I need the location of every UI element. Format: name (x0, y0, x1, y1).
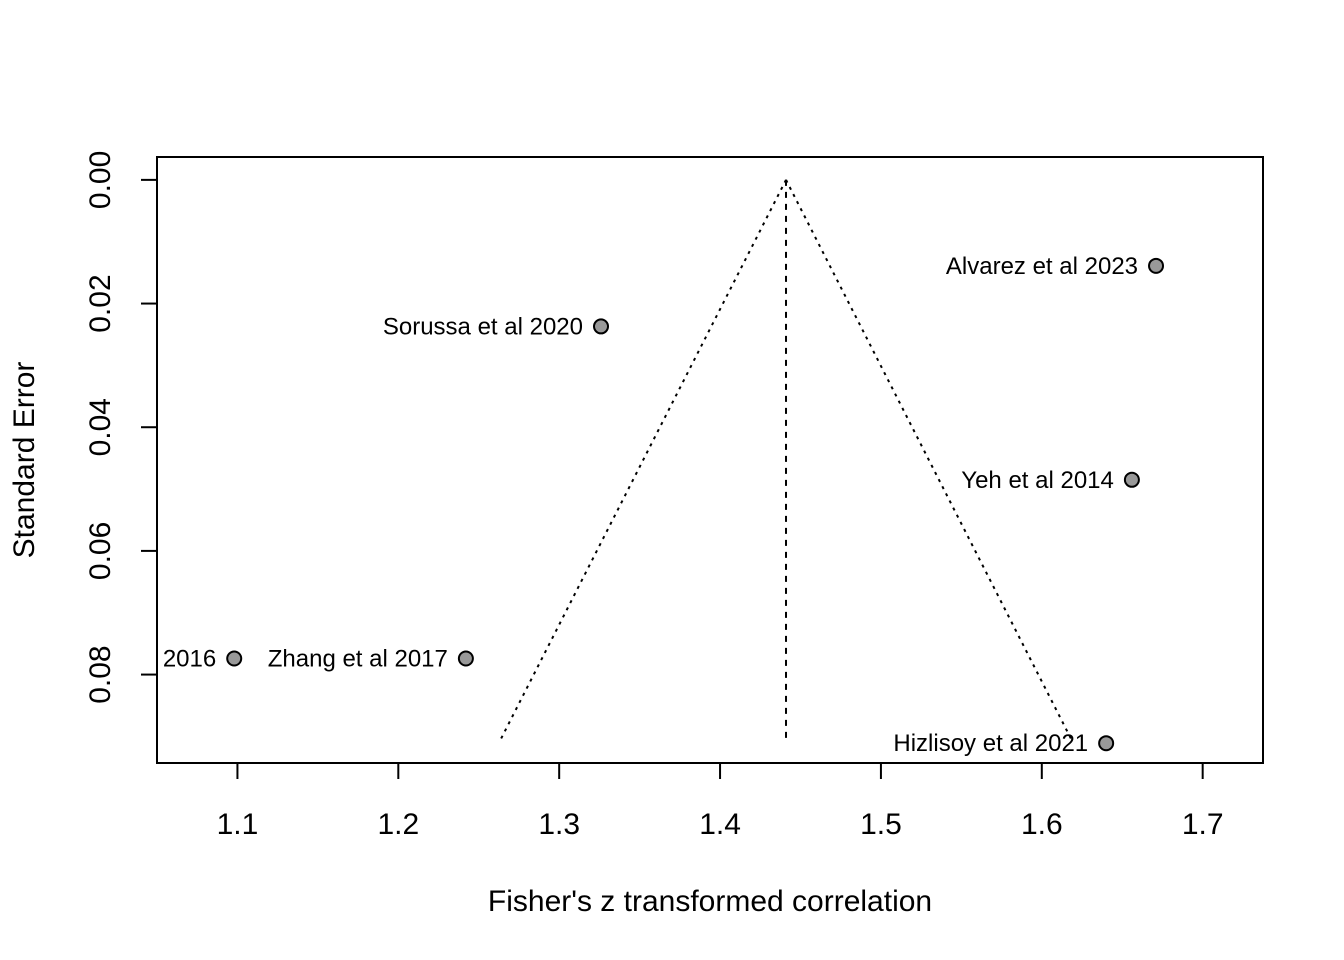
x-tick-label: 1.2 (377, 808, 419, 841)
y-tick-label: 0.06 (84, 522, 117, 580)
y-tick-label: 0.02 (84, 274, 117, 332)
data-point (1148, 257, 1165, 274)
x-tick-label: 1.5 (860, 808, 902, 841)
y-tick-label: 0.04 (84, 398, 117, 456)
point-label: Zhang et al 2017 (268, 645, 448, 672)
funnel-boundary-line-1 (499, 179, 787, 740)
point-label: Sorussa et al 2020 (383, 313, 583, 340)
y-tick-label: 0.00 (84, 151, 117, 209)
x-tick-label: 1.7 (1182, 808, 1224, 841)
data-point (1123, 471, 1140, 488)
point-label: Yeh et al 2014 (961, 467, 1114, 494)
x-tick-label: 1.6 (1021, 808, 1063, 841)
data-point (226, 650, 243, 667)
funnel-lines (499, 179, 1073, 740)
point-label: 2016 (163, 645, 216, 672)
data-point (593, 318, 610, 335)
point-label: Alvarez et al 2023 (946, 253, 1138, 280)
point-label: Hizlisoy et al 2021 (893, 730, 1088, 757)
x-axis: 1.1 1.2 1.3 1.4 1.5 1.6 1.7 (217, 762, 1224, 841)
data-point (457, 650, 474, 667)
y-tick-label: 0.08 (84, 645, 117, 703)
funnel-boundary-line-2 (785, 179, 1073, 740)
y-axis: 0.00 0.02 0.04 0.06 0.08 (84, 151, 158, 704)
x-tick-label: 1.3 (538, 808, 580, 841)
x-tick-label: 1.1 (217, 808, 259, 841)
y-axis-title: Standard Error (8, 362, 41, 559)
data-points: Alvarez et al 2023 Sorussa et al 2020 Yeh … (163, 253, 1165, 757)
x-axis-title: Fisher's z transformed correlation (488, 885, 932, 918)
data-point (1098, 735, 1115, 752)
x-tick-label: 1.4 (699, 808, 741, 841)
